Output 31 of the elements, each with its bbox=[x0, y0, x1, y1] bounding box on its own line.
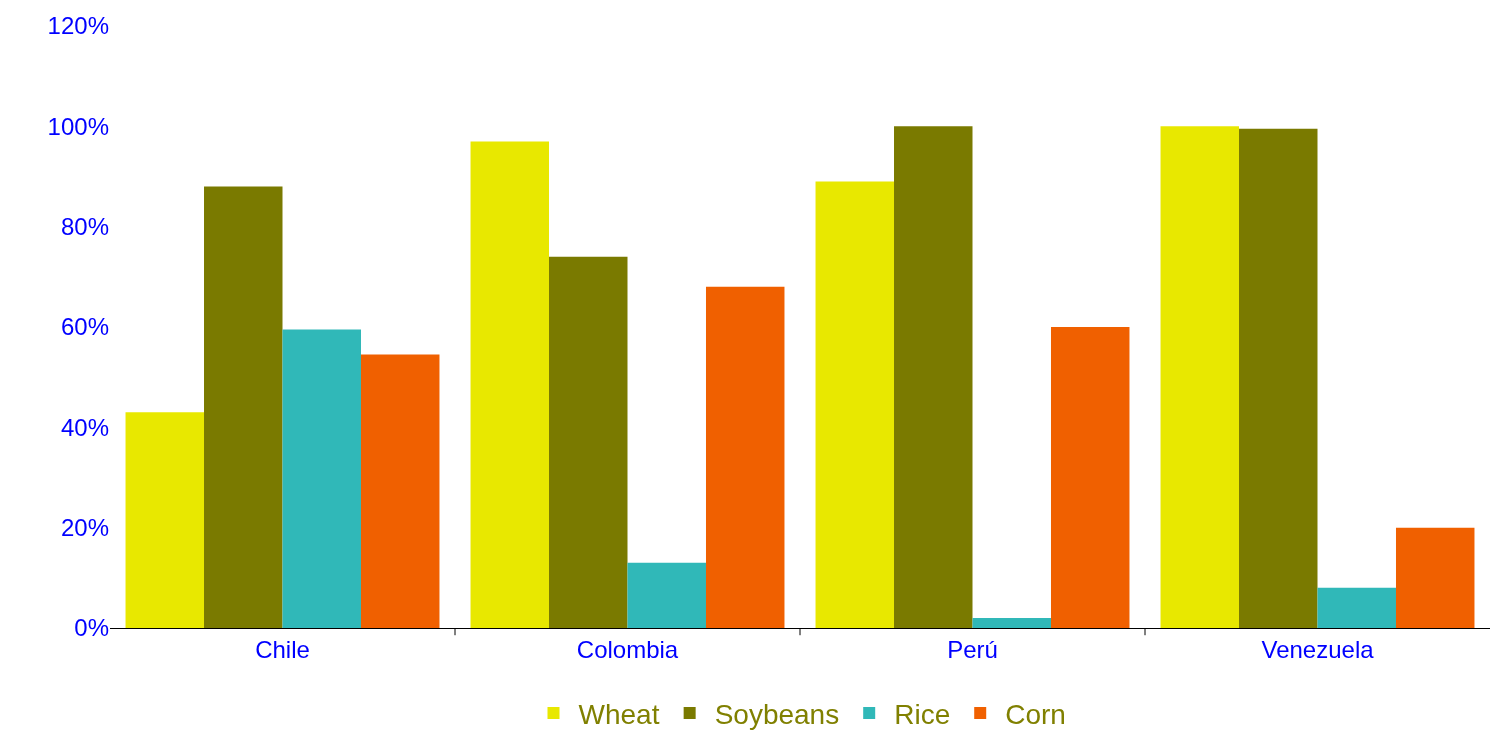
bar bbox=[470, 141, 550, 628]
legend-label: Soybeans bbox=[714, 698, 840, 730]
legend-label: Rice bbox=[894, 698, 951, 730]
bar bbox=[282, 329, 361, 628]
bar bbox=[549, 256, 628, 628]
legend-label: Wheat bbox=[578, 698, 660, 730]
y-tick-label: 120% bbox=[47, 12, 109, 40]
x-tick-label: Chile bbox=[255, 635, 310, 663]
y-tick-label: 40% bbox=[60, 413, 109, 441]
x-tick-label: Venezuela bbox=[1261, 635, 1375, 663]
bar bbox=[1160, 126, 1240, 628]
bar bbox=[627, 562, 706, 628]
y-tick-label: 60% bbox=[60, 313, 109, 341]
bar bbox=[894, 126, 973, 628]
bar bbox=[1050, 327, 1130, 628]
y-tick-label: 80% bbox=[60, 213, 109, 241]
bar bbox=[360, 354, 440, 628]
bar bbox=[1317, 587, 1396, 628]
bar bbox=[705, 286, 785, 628]
bar bbox=[815, 181, 895, 628]
bar bbox=[204, 186, 283, 628]
y-tick-label: 100% bbox=[47, 112, 109, 140]
x-tick-label: Perú bbox=[947, 635, 998, 663]
x-tick-label: Colombia bbox=[576, 635, 679, 663]
bar bbox=[125, 412, 205, 628]
y-tick-label: 20% bbox=[60, 514, 109, 542]
bar bbox=[972, 617, 1051, 628]
y-tick-label: 0% bbox=[74, 614, 109, 642]
bar bbox=[1239, 128, 1318, 628]
bar bbox=[1395, 527, 1475, 628]
legend-label: Corn bbox=[1005, 698, 1066, 730]
